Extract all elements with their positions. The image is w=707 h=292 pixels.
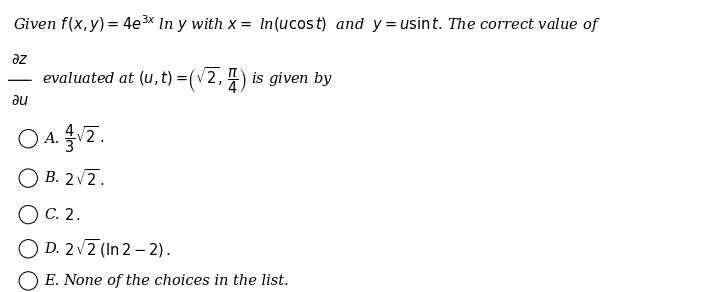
Text: C.: C. (45, 208, 60, 222)
Text: $\dfrac{4}{3}\sqrt{2}\,.$: $\dfrac{4}{3}\sqrt{2}\,.$ (64, 122, 104, 155)
Text: evaluated at $(u,t) =\!\left(\sqrt{2},\,\dfrac{\pi}{4}\right)$ is given by: evaluated at $(u,t) =\!\left(\sqrt{2},\,… (42, 65, 333, 96)
Text: D.: D. (45, 242, 60, 256)
Text: B.: B. (45, 171, 60, 185)
Text: $\partial z$: $\partial z$ (11, 53, 28, 67)
Text: $2\,.$: $2\,.$ (64, 207, 81, 223)
Text: A.: A. (45, 132, 60, 146)
Text: $\partial u$: $\partial u$ (11, 94, 29, 108)
Text: $2\,\sqrt{2}\,.$: $2\,\sqrt{2}\,.$ (64, 168, 105, 189)
Text: E.: E. (45, 274, 60, 288)
Text: None of the choices in the list.: None of the choices in the list. (64, 274, 289, 288)
Text: Given $f\,(x,y) =4e^{3x}$ ln $y$ with $x = $ ln$(u\cos t)$  and  $y = u\sin t$. : Given $f\,(x,y) =4e^{3x}$ ln $y$ with $x… (13, 13, 600, 35)
Text: $2\,\sqrt{2}\,(\ln 2-2)\,.$: $2\,\sqrt{2}\,(\ln 2-2)\,.$ (64, 237, 170, 260)
